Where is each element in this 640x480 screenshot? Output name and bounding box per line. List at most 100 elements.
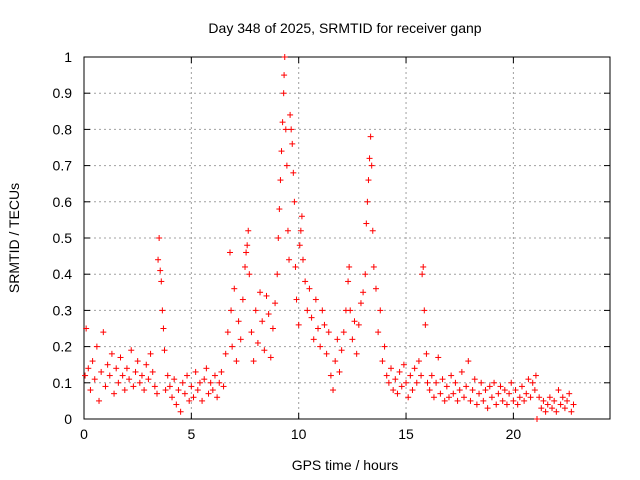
data-point bbox=[138, 372, 145, 379]
data-point bbox=[433, 379, 440, 386]
data-point bbox=[297, 227, 304, 234]
data-point bbox=[119, 372, 126, 379]
data-point bbox=[435, 354, 442, 361]
data-point bbox=[379, 358, 386, 365]
y-tick-label: 0.9 bbox=[53, 85, 73, 101]
x-tick-label: 15 bbox=[398, 426, 414, 442]
data-point bbox=[171, 376, 178, 383]
x-axis-label: GPS time / hours bbox=[292, 457, 399, 473]
data-point bbox=[555, 387, 562, 394]
data-point bbox=[205, 390, 212, 397]
data-point bbox=[390, 387, 397, 394]
data-point bbox=[128, 347, 135, 354]
data-point bbox=[283, 162, 290, 169]
data-point bbox=[364, 198, 371, 205]
data-point bbox=[246, 271, 253, 278]
data-point bbox=[141, 387, 148, 394]
data-point bbox=[248, 329, 255, 336]
data-point bbox=[290, 169, 297, 176]
data-point bbox=[108, 350, 115, 357]
data-point bbox=[400, 361, 407, 368]
data-point bbox=[203, 365, 210, 372]
data-point bbox=[263, 292, 270, 299]
data-point bbox=[506, 390, 513, 397]
data-point bbox=[564, 397, 571, 404]
data-point bbox=[357, 300, 364, 307]
data-point bbox=[278, 148, 285, 155]
data-point bbox=[184, 372, 191, 379]
data-point bbox=[312, 296, 319, 303]
data-point bbox=[160, 325, 167, 332]
data-point bbox=[157, 267, 164, 274]
data-point bbox=[345, 278, 352, 285]
data-point bbox=[480, 397, 487, 404]
data-point bbox=[117, 354, 124, 361]
data-point bbox=[153, 390, 160, 397]
y-tick-label: 0.1 bbox=[53, 375, 73, 391]
x-axis-ticks: 0 5 10 15 20 bbox=[80, 57, 521, 442]
data-point bbox=[330, 387, 337, 394]
y-axis-label: SRMTID / TECUs bbox=[6, 183, 22, 293]
data-point bbox=[113, 365, 120, 372]
data-point bbox=[188, 383, 195, 390]
data-point bbox=[244, 242, 251, 249]
data-point bbox=[428, 372, 435, 379]
data-point bbox=[100, 329, 107, 336]
data-point bbox=[538, 405, 545, 412]
data-point bbox=[534, 416, 541, 422]
data-point bbox=[529, 379, 536, 386]
data-point bbox=[83, 325, 90, 332]
data-points bbox=[82, 54, 577, 422]
data-point bbox=[508, 379, 515, 386]
data-point bbox=[98, 368, 105, 375]
data-point bbox=[147, 350, 154, 357]
data-point bbox=[478, 379, 485, 386]
data-point bbox=[346, 263, 353, 270]
data-point bbox=[363, 220, 370, 227]
data-point bbox=[467, 397, 474, 404]
data-point bbox=[403, 379, 410, 386]
data-point bbox=[340, 329, 347, 336]
data-point bbox=[302, 278, 309, 285]
data-point bbox=[557, 401, 564, 408]
data-point bbox=[456, 387, 463, 394]
data-point bbox=[89, 358, 96, 365]
data-point bbox=[296, 242, 303, 249]
data-point bbox=[499, 397, 506, 404]
data-point bbox=[196, 379, 203, 386]
x-tick-label: 0 bbox=[80, 426, 88, 442]
data-point bbox=[164, 372, 171, 379]
data-point bbox=[93, 343, 100, 350]
data-point bbox=[385, 379, 392, 386]
data-point bbox=[233, 358, 240, 365]
data-point bbox=[284, 227, 291, 234]
data-point bbox=[439, 376, 446, 383]
data-point bbox=[267, 354, 274, 361]
data-point bbox=[243, 249, 250, 256]
data-point bbox=[495, 390, 502, 397]
data-point bbox=[224, 329, 231, 336]
data-point bbox=[570, 401, 577, 408]
data-point bbox=[299, 256, 306, 263]
data-point bbox=[338, 347, 345, 354]
data-point bbox=[158, 278, 165, 285]
data-point bbox=[214, 394, 221, 401]
data-point bbox=[235, 318, 242, 325]
data-point bbox=[327, 372, 334, 379]
data-point bbox=[186, 397, 193, 404]
y-tick-label: 0.7 bbox=[53, 158, 73, 174]
data-point bbox=[418, 372, 425, 379]
data-point bbox=[207, 379, 214, 386]
data-point bbox=[445, 394, 452, 401]
data-point bbox=[179, 379, 186, 386]
data-point bbox=[149, 368, 156, 375]
data-point bbox=[275, 235, 282, 241]
data-point bbox=[415, 358, 422, 365]
data-point bbox=[292, 263, 299, 270]
data-point bbox=[426, 387, 433, 394]
data-point bbox=[362, 271, 369, 278]
data-point bbox=[201, 376, 208, 383]
data-point bbox=[407, 372, 414, 379]
data-point bbox=[525, 376, 532, 383]
data-point bbox=[527, 394, 534, 401]
